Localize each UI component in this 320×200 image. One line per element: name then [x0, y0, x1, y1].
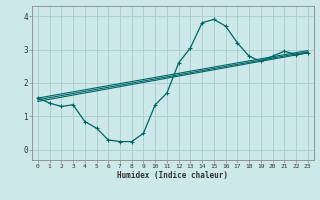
X-axis label: Humidex (Indice chaleur): Humidex (Indice chaleur)	[117, 171, 228, 180]
